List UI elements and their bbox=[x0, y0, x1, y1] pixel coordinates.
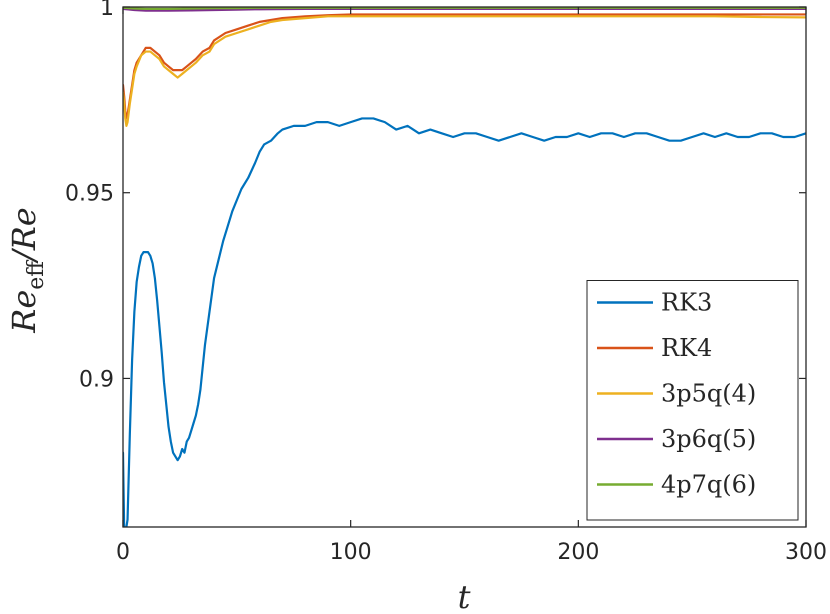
axis-ticks bbox=[122, 6, 807, 527]
legend-label: 3p6q(5) bbox=[661, 425, 756, 453]
x-tick-label: 100 bbox=[330, 540, 372, 565]
series-line-0 bbox=[123, 117, 806, 527]
x-tick-label: 200 bbox=[557, 540, 599, 565]
legend-label: 3p5q(4) bbox=[661, 380, 756, 408]
y-axis-label-subscript: eff bbox=[24, 260, 49, 290]
series-line-4 bbox=[123, 7, 806, 10]
series-line-2 bbox=[123, 15, 806, 127]
axis-tick-labels: 0 100 200 300 0.9 0.95 1 bbox=[65, 0, 827, 565]
legend-item: RK4 bbox=[597, 334, 712, 362]
y-tick-label: 0.95 bbox=[65, 182, 114, 207]
y-tick-label: 1 bbox=[100, 0, 114, 21]
y-tick-label: 0.9 bbox=[79, 367, 114, 392]
legend-item: 3p6q(5) bbox=[597, 425, 756, 453]
legend-item: 3p5q(4) bbox=[597, 380, 756, 408]
plot-lines bbox=[123, 7, 806, 527]
x-axis-label: t bbox=[458, 578, 471, 614]
y-axis-label: Reeff/Re bbox=[5, 207, 49, 334]
legend-box bbox=[586, 280, 799, 521]
x-tick-label: 300 bbox=[785, 540, 827, 565]
legend-items: RK3 RK4 3p5q(4) 3p6q(5) 4p7q(6) bbox=[597, 289, 756, 499]
x-tick-label: 0 bbox=[116, 540, 130, 565]
y-axis-label-suffix: /Re bbox=[5, 207, 43, 264]
legend-item: 4p7q(6) bbox=[597, 471, 756, 499]
legend-label: RK3 bbox=[661, 289, 712, 317]
series-line-3 bbox=[123, 7, 806, 12]
legend: RK3 RK4 3p5q(4) 3p6q(5) 4p7q(6) bbox=[586, 280, 799, 521]
y-axis-label-base: Re bbox=[5, 290, 43, 334]
axes-box bbox=[122, 6, 807, 528]
legend-item: RK3 bbox=[597, 289, 712, 317]
legend-label: 4p7q(6) bbox=[661, 471, 756, 499]
legend-label: RK4 bbox=[661, 334, 712, 362]
